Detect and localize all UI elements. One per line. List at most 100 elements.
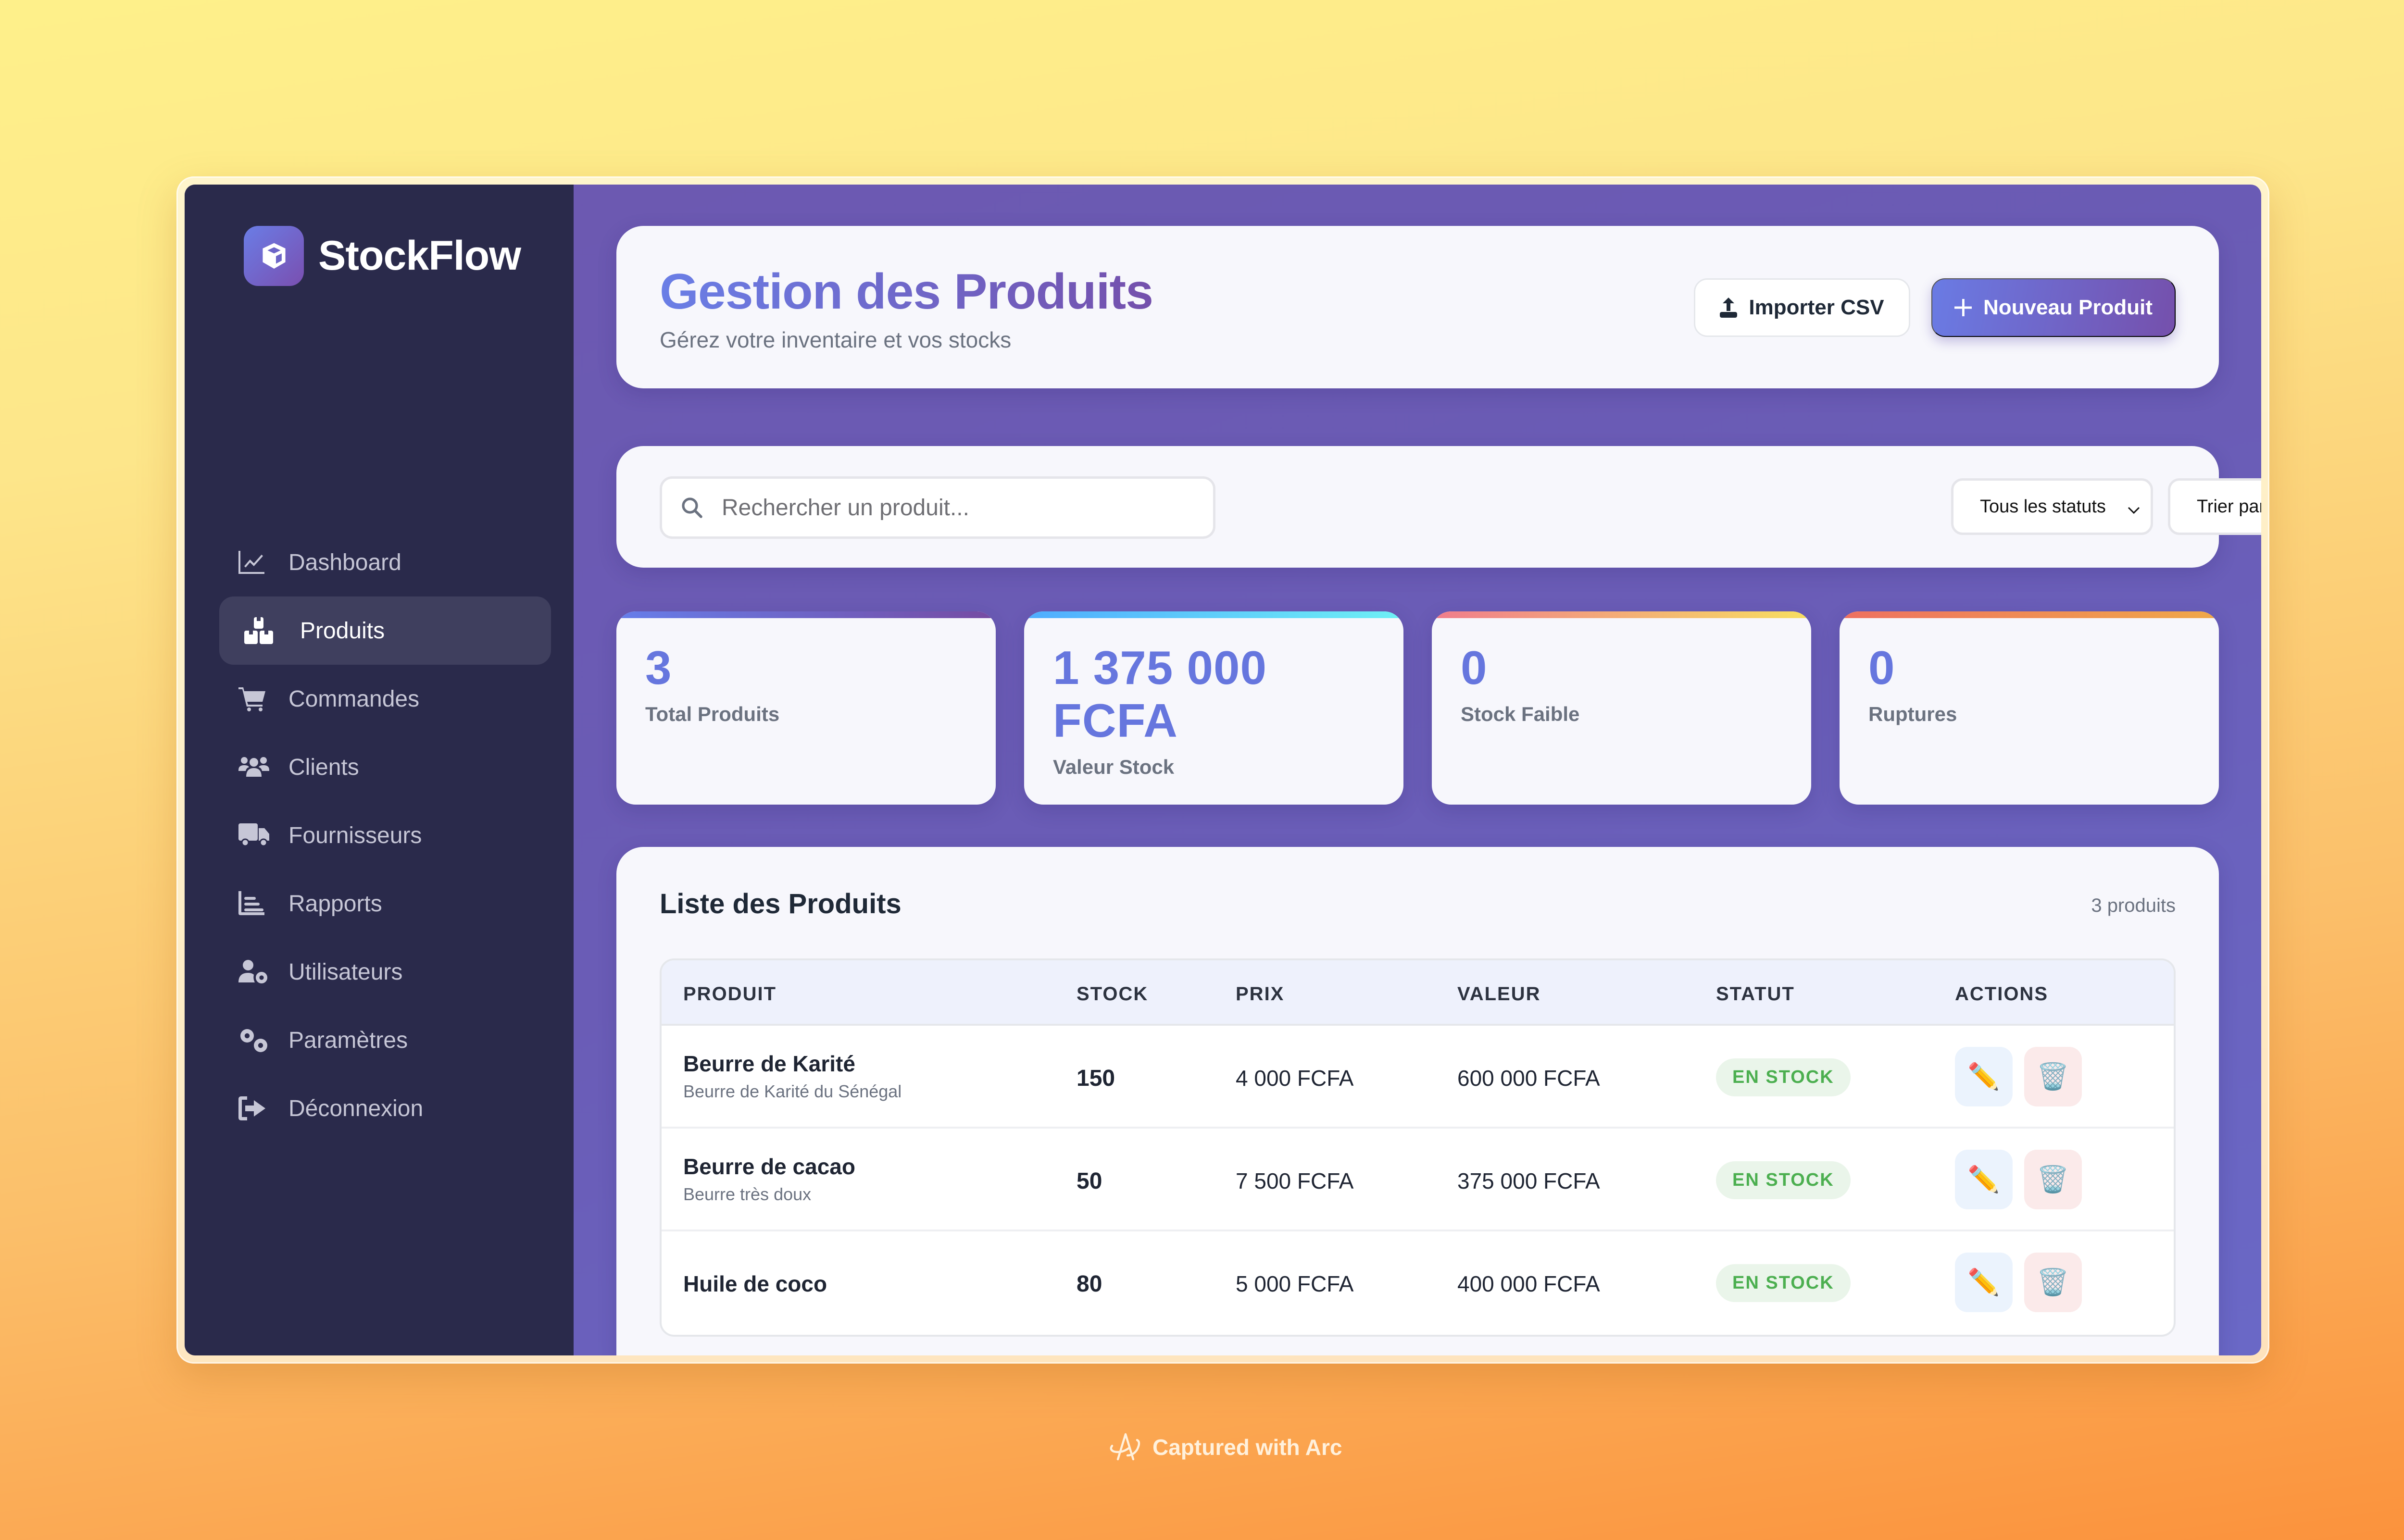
page-title: Gestion des Produits xyxy=(660,264,1153,320)
sort-select[interactable]: Trier par nom xyxy=(2168,478,2261,535)
stat-label: Stock Faible xyxy=(1461,703,1580,725)
product-name: Beurre de cacao xyxy=(683,1154,855,1179)
column-header-produit[interactable]: PRODUIT xyxy=(683,983,776,1005)
status-badge: EN STOCK xyxy=(1716,1058,1851,1096)
price-cell: 7 500 FCFA xyxy=(1236,1168,1354,1193)
brand[interactable]: StockFlow xyxy=(244,226,521,286)
arc-logo-icon xyxy=(1108,1432,1144,1462)
edit-button[interactable]: ✏️ xyxy=(1955,1253,2013,1312)
stock-cell: 50 xyxy=(1077,1168,1102,1194)
table-row[interactable]: Beurre de cacao Beurre très doux 50 7 50… xyxy=(662,1129,2174,1231)
value-cell: 600 000 FCFA xyxy=(1457,1066,1600,1091)
stat-label: Valeur Stock xyxy=(1053,756,1175,778)
sidebar-item-label: Fournisseurs xyxy=(288,822,422,848)
delete-button[interactable]: 🗑️ xyxy=(2024,1253,2082,1312)
capture-credit-text: Captured with Arc xyxy=(1152,1435,1342,1460)
edit-button[interactable]: ✏️ xyxy=(1955,1150,2013,1209)
product-name: Huile de coco xyxy=(683,1271,827,1296)
product-count: 3 produits xyxy=(2091,895,2176,916)
sidebar-item-label: Dashboard xyxy=(288,549,401,575)
pencil-icon: ✏️ xyxy=(1967,1267,2000,1297)
import-csv-label: Importer CSV xyxy=(1749,296,1884,319)
table-header: PRODUIT STOCK PRIX VALEUR STATUT ACTIONS xyxy=(662,960,2174,1026)
gears-icon xyxy=(238,1027,269,1054)
trash-icon: 🗑️ xyxy=(2037,1165,2069,1194)
new-product-button[interactable]: Nouveau Produit xyxy=(1931,278,2176,337)
sign-out-icon xyxy=(238,1095,269,1122)
stat-value: 1 375 000 FCFA xyxy=(1053,641,1267,747)
product-name: Beurre de Karité xyxy=(683,1051,855,1076)
stat-stock-value: 1 375 000 FCFA Valeur Stock xyxy=(1024,611,1403,805)
stat-accent-bar xyxy=(616,611,996,618)
import-csv-button[interactable]: Importer CSV xyxy=(1694,278,1910,337)
sidebar-item-label: Commandes xyxy=(288,686,420,712)
delete-button[interactable]: 🗑️ xyxy=(2024,1150,2082,1209)
pencil-icon: ✏️ xyxy=(1967,1165,2000,1194)
column-header-statut[interactable]: STATUT xyxy=(1716,983,1795,1005)
sidebar-item-utilisateurs[interactable]: Utilisateurs xyxy=(219,938,551,1006)
stock-cell: 150 xyxy=(1077,1066,1115,1091)
status-filter-select[interactable]: Tous les statuts xyxy=(1951,478,2153,535)
filter-bar: Tous les statuts Trier par nom xyxy=(616,446,2261,568)
column-header-stock[interactable]: STOCK xyxy=(1077,983,1149,1005)
sidebar-item-deconnexion[interactable]: Déconnexion xyxy=(219,1074,551,1143)
edit-button[interactable]: ✏️ xyxy=(1955,1047,2013,1106)
sidebar-item-clients[interactable]: Clients xyxy=(219,733,551,801)
truck-icon xyxy=(238,822,269,849)
stat-label: Total Produits xyxy=(645,703,780,725)
search-icon xyxy=(681,497,702,518)
value-cell: 400 000 FCFA xyxy=(1457,1271,1600,1296)
table-row[interactable]: Huile de coco 80 5 000 FCFA 400 000 FCFA… xyxy=(662,1231,2174,1334)
boxes-icon xyxy=(244,617,275,644)
status-badge: EN STOCK xyxy=(1716,1264,1851,1302)
stat-label: Ruptures xyxy=(1868,703,1957,725)
page-header: Gestion des Produits Gérez votre inventa… xyxy=(616,226,2219,388)
bar-chart-icon xyxy=(238,890,269,917)
user-gear-icon xyxy=(238,958,269,985)
price-cell: 4 000 FCFA xyxy=(1236,1066,1354,1091)
value-cell: 375 000 FCFA xyxy=(1457,1168,1600,1193)
list-title: Liste des Produits xyxy=(660,888,902,919)
page-subtitle: Gérez votre inventaire et vos stocks xyxy=(660,327,1012,352)
stat-value: 0 xyxy=(1461,641,1488,694)
product-cell: Beurre de Karité Beurre de Karité du Sén… xyxy=(683,1051,902,1102)
sidebar: StockFlow Dashboard Produits Commandes C… xyxy=(185,185,574,1355)
stat-accent-bar xyxy=(1840,611,2219,618)
stat-value: 3 xyxy=(645,641,672,694)
new-product-label: Nouveau Produit xyxy=(1983,296,2153,319)
sort-value: Trier par nom xyxy=(2197,496,2261,517)
app-name: StockFlow xyxy=(318,233,521,279)
sidebar-item-commandes[interactable]: Commandes xyxy=(219,665,551,733)
trash-icon: 🗑️ xyxy=(2037,1062,2069,1091)
status-badge: EN STOCK xyxy=(1716,1161,1851,1199)
stock-cell: 80 xyxy=(1077,1271,1102,1297)
price-cell: 5 000 FCFA xyxy=(1236,1271,1354,1296)
chevron-down-icon xyxy=(2128,499,2140,520)
column-header-valeur[interactable]: VALEUR xyxy=(1457,983,1541,1005)
products-table: PRODUIT STOCK PRIX VALEUR STATUT ACTIONS… xyxy=(660,958,2176,1337)
product-list-card: Liste des Produits 3 produits PRODUIT ST… xyxy=(616,847,2219,1355)
search-input[interactable] xyxy=(722,494,1154,521)
product-description: Beurre très doux xyxy=(683,1184,812,1204)
stat-accent-bar xyxy=(1024,611,1403,618)
sidebar-item-parametres[interactable]: Paramètres xyxy=(219,1006,551,1074)
column-header-actions: ACTIONS xyxy=(1955,983,2048,1005)
pencil-icon: ✏️ xyxy=(1967,1062,2000,1091)
stat-low-stock: 0 Stock Faible xyxy=(1432,611,1811,805)
product-cell: Huile de coco xyxy=(683,1271,827,1297)
upload-icon xyxy=(1720,298,1738,318)
sidebar-item-fournisseurs[interactable]: Fournisseurs xyxy=(219,801,551,869)
shopping-cart-icon xyxy=(238,685,269,712)
main-content: Gestion des Produits Gérez votre inventa… xyxy=(616,185,2261,1355)
table-row[interactable]: Beurre de Karité Beurre de Karité du Sén… xyxy=(662,1026,2174,1129)
delete-button[interactable]: 🗑️ xyxy=(2024,1047,2082,1106)
product-description: Beurre de Karité du Sénégal xyxy=(683,1081,902,1101)
sidebar-item-rapports[interactable]: Rapports xyxy=(219,869,551,938)
column-header-prix[interactable]: PRIX xyxy=(1236,983,1285,1005)
sidebar-item-produits[interactable]: Produits xyxy=(219,596,551,665)
sidebar-item-label: Déconnexion xyxy=(288,1095,424,1121)
plus-icon xyxy=(1954,299,1972,316)
sidebar-item-dashboard[interactable]: Dashboard xyxy=(219,528,551,596)
search-box[interactable] xyxy=(660,476,1215,539)
capture-credit: Captured with Arc xyxy=(1108,1432,1342,1462)
